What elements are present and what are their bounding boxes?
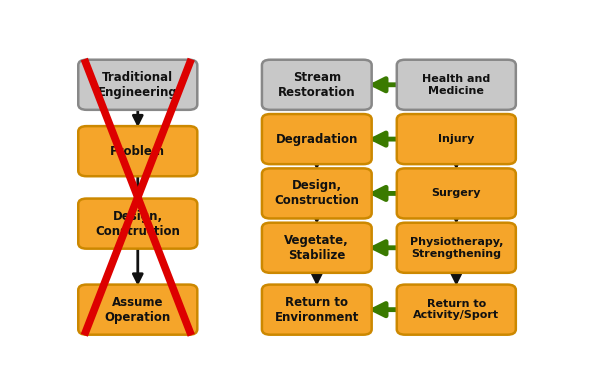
FancyBboxPatch shape xyxy=(262,223,371,273)
Text: Design,
Construction: Design, Construction xyxy=(95,210,180,238)
FancyBboxPatch shape xyxy=(397,169,516,218)
FancyBboxPatch shape xyxy=(78,285,197,335)
FancyBboxPatch shape xyxy=(397,285,516,335)
Text: Injury: Injury xyxy=(438,134,475,144)
FancyBboxPatch shape xyxy=(397,223,516,273)
Text: Traditional
Engineering: Traditional Engineering xyxy=(98,71,178,99)
Text: Stream
Restoration: Stream Restoration xyxy=(278,71,356,99)
FancyBboxPatch shape xyxy=(262,60,371,110)
FancyBboxPatch shape xyxy=(78,126,197,176)
FancyBboxPatch shape xyxy=(397,60,516,110)
FancyBboxPatch shape xyxy=(262,169,371,218)
FancyBboxPatch shape xyxy=(78,199,197,249)
Text: Health and
Medicine: Health and Medicine xyxy=(422,74,490,96)
FancyBboxPatch shape xyxy=(262,114,371,164)
Text: Assume
Operation: Assume Operation xyxy=(104,296,171,324)
Text: Physiotherapy,
Strengthening: Physiotherapy, Strengthening xyxy=(410,237,503,259)
FancyBboxPatch shape xyxy=(78,60,197,110)
Text: Return to
Environment: Return to Environment xyxy=(275,296,359,324)
FancyBboxPatch shape xyxy=(262,285,371,335)
FancyBboxPatch shape xyxy=(397,114,516,164)
Text: Degradation: Degradation xyxy=(275,132,358,145)
Text: Problem: Problem xyxy=(110,145,165,158)
Text: Return to
Activity/Sport: Return to Activity/Sport xyxy=(413,299,499,320)
Text: Design,
Construction: Design, Construction xyxy=(274,180,359,207)
Text: Surgery: Surgery xyxy=(431,189,481,198)
Text: Vegetate,
Stabilize: Vegetate, Stabilize xyxy=(284,234,349,262)
